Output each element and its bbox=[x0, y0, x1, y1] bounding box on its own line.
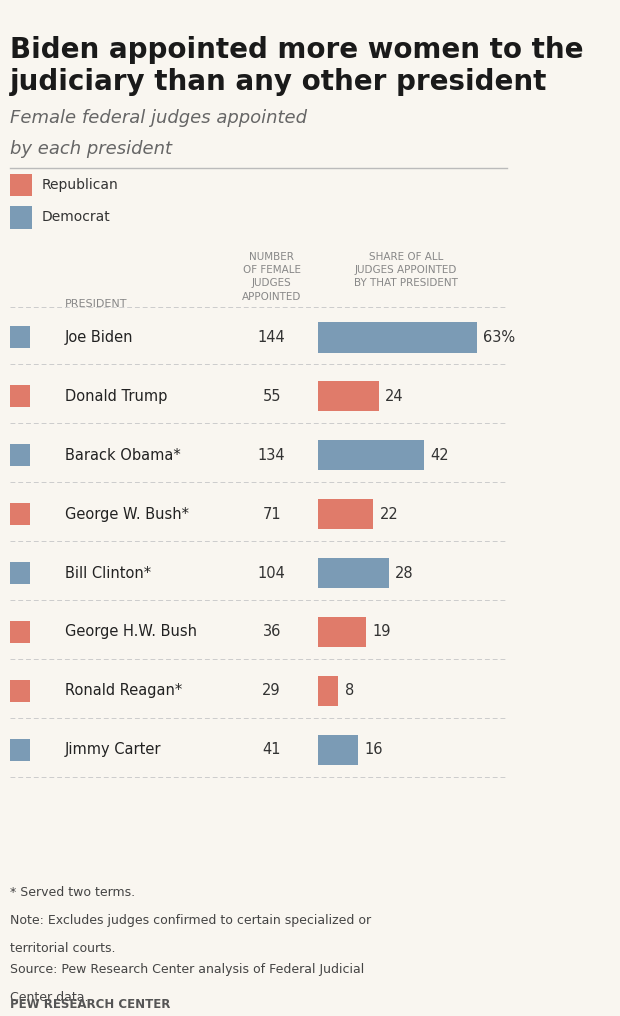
Text: Joe Biden: Joe Biden bbox=[64, 330, 133, 344]
Text: territorial courts.: territorial courts. bbox=[11, 942, 116, 955]
Text: * Served two terms.: * Served two terms. bbox=[11, 886, 136, 899]
Text: 28: 28 bbox=[395, 566, 414, 580]
FancyBboxPatch shape bbox=[11, 562, 30, 584]
FancyBboxPatch shape bbox=[11, 385, 30, 407]
Text: 19: 19 bbox=[372, 625, 391, 639]
FancyBboxPatch shape bbox=[11, 739, 30, 761]
Text: 16: 16 bbox=[365, 743, 383, 757]
Text: 55: 55 bbox=[262, 389, 281, 403]
Text: Donald Trump: Donald Trump bbox=[64, 389, 167, 403]
FancyBboxPatch shape bbox=[318, 558, 389, 588]
Text: Barack Obama*: Barack Obama* bbox=[64, 448, 180, 462]
Text: Ronald Reagan*: Ronald Reagan* bbox=[64, 684, 182, 698]
Text: George W. Bush*: George W. Bush* bbox=[64, 507, 188, 521]
Text: 134: 134 bbox=[258, 448, 285, 462]
Text: NUMBER
OF FEMALE
JUDGES
APPOINTED: NUMBER OF FEMALE JUDGES APPOINTED bbox=[242, 252, 301, 302]
Text: 8: 8 bbox=[345, 684, 354, 698]
Text: 41: 41 bbox=[262, 743, 281, 757]
Text: Republican: Republican bbox=[42, 178, 118, 192]
Text: Democrat: Democrat bbox=[42, 210, 110, 225]
Text: Female federal judges appointed: Female federal judges appointed bbox=[11, 109, 308, 127]
FancyBboxPatch shape bbox=[318, 617, 366, 647]
Text: Jimmy Carter: Jimmy Carter bbox=[64, 743, 161, 757]
Text: 22: 22 bbox=[379, 507, 399, 521]
Text: Note: Excludes judges confirmed to certain specialized or: Note: Excludes judges confirmed to certa… bbox=[11, 914, 371, 928]
Text: George H.W. Bush: George H.W. Bush bbox=[64, 625, 197, 639]
Text: 104: 104 bbox=[258, 566, 286, 580]
Text: Center data.: Center data. bbox=[11, 991, 89, 1004]
Text: SHARE OF ALL
JUDGES APPOINTED
BY THAT PRESIDENT: SHARE OF ALL JUDGES APPOINTED BY THAT PR… bbox=[354, 252, 458, 289]
FancyBboxPatch shape bbox=[11, 621, 30, 643]
Text: PEW RESEARCH CENTER: PEW RESEARCH CENTER bbox=[11, 998, 170, 1011]
FancyBboxPatch shape bbox=[318, 381, 378, 411]
Text: 36: 36 bbox=[262, 625, 281, 639]
FancyBboxPatch shape bbox=[318, 440, 423, 470]
FancyBboxPatch shape bbox=[318, 735, 358, 765]
Text: 144: 144 bbox=[258, 330, 285, 344]
FancyBboxPatch shape bbox=[11, 174, 32, 196]
Text: 71: 71 bbox=[262, 507, 281, 521]
Text: 29: 29 bbox=[262, 684, 281, 698]
Text: Source: Pew Research Center analysis of Federal Judicial: Source: Pew Research Center analysis of … bbox=[11, 963, 365, 976]
Text: Bill Clinton*: Bill Clinton* bbox=[64, 566, 151, 580]
FancyBboxPatch shape bbox=[318, 499, 373, 529]
FancyBboxPatch shape bbox=[318, 676, 339, 706]
FancyBboxPatch shape bbox=[11, 326, 30, 348]
Text: PRESIDENT: PRESIDENT bbox=[64, 299, 127, 309]
FancyBboxPatch shape bbox=[318, 322, 477, 353]
FancyBboxPatch shape bbox=[11, 503, 30, 525]
Text: Biden appointed more women to the
judiciary than any other president: Biden appointed more women to the judici… bbox=[11, 36, 584, 96]
FancyBboxPatch shape bbox=[11, 444, 30, 466]
Text: 24: 24 bbox=[385, 389, 404, 403]
Text: 42: 42 bbox=[430, 448, 449, 462]
FancyBboxPatch shape bbox=[11, 206, 32, 229]
Text: 63%: 63% bbox=[483, 330, 515, 344]
Text: by each president: by each president bbox=[11, 140, 172, 158]
FancyBboxPatch shape bbox=[11, 680, 30, 702]
